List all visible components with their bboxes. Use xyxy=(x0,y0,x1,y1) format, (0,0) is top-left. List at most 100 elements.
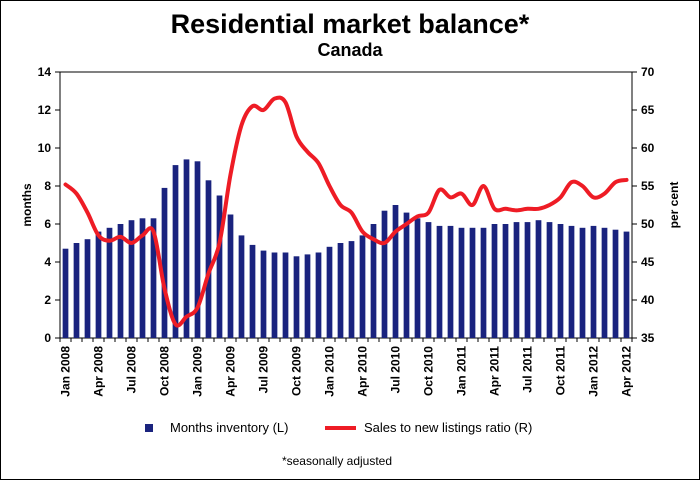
left-axis-ticks: 0 2 4 6 8 10 12 14 xyxy=(38,65,60,345)
legend-bar-swatch xyxy=(145,424,153,432)
left-tick-label: 8 xyxy=(44,179,51,193)
bar xyxy=(601,227,608,338)
x-tick-label: Oct 2008 xyxy=(158,346,172,396)
bar-series-months-inventory xyxy=(62,159,630,338)
legend: Months inventory (L) Sales to new listin… xyxy=(145,420,532,435)
x-tick-label: Jan 2011 xyxy=(455,346,469,396)
x-tick-label: Jul 2010 xyxy=(389,346,403,394)
bar xyxy=(447,225,454,338)
bar xyxy=(370,224,377,338)
bar xyxy=(62,248,69,338)
legend-bar-label: Months inventory (L) xyxy=(170,420,289,435)
bar xyxy=(238,235,245,338)
bar xyxy=(480,227,487,338)
bar xyxy=(469,227,476,338)
right-tick-label: 60 xyxy=(641,141,655,155)
bar xyxy=(84,239,91,338)
x-tick-label: Jan 2010 xyxy=(323,346,337,397)
bar xyxy=(95,231,102,338)
bar xyxy=(612,229,619,338)
bar xyxy=(172,165,179,338)
left-tick-label: 12 xyxy=(38,103,52,117)
right-tick-label: 40 xyxy=(641,293,655,307)
x-tick-label: Apr 2008 xyxy=(92,346,106,397)
x-tick-label: Apr 2012 xyxy=(620,346,634,397)
right-tick-label: 55 xyxy=(641,179,655,193)
x-tick-label: Apr 2010 xyxy=(356,346,370,397)
left-tick-label: 6 xyxy=(44,217,51,231)
bar xyxy=(315,252,322,338)
bar xyxy=(73,243,80,338)
sales-ratio-line xyxy=(63,95,629,328)
bar xyxy=(403,212,410,338)
bar xyxy=(491,224,498,338)
bar xyxy=(216,195,223,338)
x-tick-label: Oct 2009 xyxy=(290,346,304,396)
left-tick-label: 2 xyxy=(44,293,51,307)
bar xyxy=(271,252,278,338)
bar xyxy=(524,222,531,338)
left-tick-label: 10 xyxy=(38,141,52,155)
bar xyxy=(161,187,168,338)
right-axis-ticks: 35 40 45 50 55 60 65 70 xyxy=(632,65,655,345)
legend-line-label: Sales to new listings ratio (R) xyxy=(364,420,532,435)
bar xyxy=(414,218,421,338)
bar xyxy=(623,231,630,338)
chart-title: Residential market balance* xyxy=(171,9,530,39)
bar xyxy=(359,235,366,338)
bar xyxy=(557,224,564,338)
bar xyxy=(392,205,399,338)
bar xyxy=(260,250,267,338)
x-tick-label: Jan 2012 xyxy=(587,346,601,397)
x-tick-label: Apr 2011 xyxy=(488,346,502,396)
right-tick-label: 70 xyxy=(641,65,655,79)
x-tick-label: Oct 2010 xyxy=(422,346,436,396)
bar xyxy=(590,225,597,338)
x-axis-ticks: Jan 2008 Apr 2008 Jul 2008 Oct 2008 Jan 2009… xyxy=(59,338,634,397)
left-tick-label: 0 xyxy=(44,331,51,345)
bar xyxy=(194,161,201,338)
left-axis-label: months xyxy=(20,183,34,227)
right-tick-label: 65 xyxy=(641,103,655,117)
bar xyxy=(579,227,586,338)
x-tick-label: Jan 2009 xyxy=(191,346,205,397)
x-tick-label: Jan 2008 xyxy=(59,346,73,397)
right-axis-label: per cent xyxy=(667,182,681,229)
x-tick-label: Jul 2008 xyxy=(125,346,139,394)
x-tick-label: Oct 2011 xyxy=(554,346,568,396)
x-tick-label: Apr 2009 xyxy=(224,346,238,397)
bar xyxy=(337,243,344,338)
bar xyxy=(568,225,575,338)
bar xyxy=(304,254,311,338)
bar xyxy=(535,220,542,338)
bar xyxy=(117,224,124,338)
right-tick-label: 45 xyxy=(641,255,655,269)
bar xyxy=(513,222,520,338)
bar xyxy=(128,220,135,338)
bar xyxy=(139,218,146,338)
bar xyxy=(425,222,432,338)
bar xyxy=(293,256,300,338)
bar xyxy=(249,244,256,338)
left-tick-label: 14 xyxy=(38,65,52,79)
bar xyxy=(227,214,234,338)
right-tick-label: 35 xyxy=(641,331,655,345)
bar xyxy=(436,225,443,338)
bar xyxy=(282,252,289,338)
x-tick-label: Jul 2011 xyxy=(521,346,535,393)
bar xyxy=(326,246,333,338)
bar xyxy=(150,218,157,338)
bar xyxy=(106,227,113,338)
line-series-sales-to-new-listings xyxy=(63,95,629,328)
right-tick-label: 50 xyxy=(641,217,655,231)
bar xyxy=(458,227,465,338)
bar xyxy=(502,224,509,338)
bar xyxy=(381,210,388,338)
bar xyxy=(205,180,212,338)
footnote: *seasonally adjusted xyxy=(282,454,392,468)
bar xyxy=(183,159,190,338)
left-tick-label: 4 xyxy=(44,255,51,269)
chart-subtitle: Canada xyxy=(317,40,383,60)
x-tick-label: Jul 2009 xyxy=(257,346,271,394)
